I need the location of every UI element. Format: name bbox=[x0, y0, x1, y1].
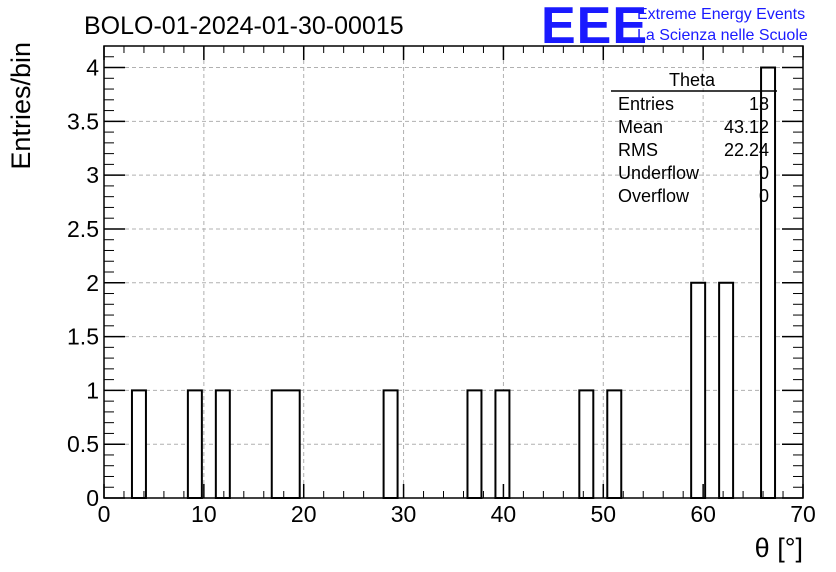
stats-title: Theta bbox=[669, 70, 716, 90]
stats-label: Entries bbox=[618, 94, 674, 114]
grid-layer bbox=[104, 46, 803, 498]
tick-labels-layer: 0 10 20 30 40 50 60 70 0 0.5 1 1.5 2 2.5 3 3.5 4 bbox=[67, 55, 816, 527]
stats-box: Theta Entries 18 Mean 43.12 RMS 22.24 Underflo… bbox=[611, 70, 777, 206]
x-axis-label: θ [°] bbox=[755, 533, 803, 563]
histogram-bar bbox=[494, 389, 511, 499]
y-tick-label: 1 bbox=[86, 377, 99, 403]
stats-value: 0 bbox=[759, 163, 769, 183]
eee-logo-letters: EEE bbox=[541, 0, 648, 55]
eee-logo: EEE Extreme Energy Events La Scienza nel… bbox=[541, 0, 808, 55]
y-tick-label: 2.5 bbox=[67, 216, 99, 242]
y-tick-label: 1.5 bbox=[67, 324, 99, 350]
eee-logo-line1: Extreme Energy Events bbox=[637, 6, 805, 23]
histogram-bar bbox=[466, 389, 483, 499]
histogram-bar bbox=[186, 389, 203, 499]
histogram-bar bbox=[270, 389, 301, 499]
histogram-bar bbox=[690, 281, 707, 499]
histogram-bar bbox=[718, 281, 735, 499]
histogram-bar bbox=[130, 389, 147, 499]
stats-label: Overflow bbox=[618, 186, 690, 206]
x-tick-label: 50 bbox=[590, 501, 616, 527]
stats-label: RMS bbox=[618, 140, 658, 160]
y-tick-label: 0.5 bbox=[67, 431, 99, 457]
y-tick-label: 3 bbox=[86, 162, 99, 188]
x-tick-label: 10 bbox=[191, 501, 217, 527]
x-tick-label: 30 bbox=[391, 501, 417, 527]
y-axis-label: Entries/bin bbox=[6, 42, 36, 170]
eee-logo-line2: La Scienza nelle Scuole bbox=[637, 27, 808, 44]
stats-value: 43.12 bbox=[724, 117, 769, 137]
y-tick-label: 2 bbox=[86, 270, 99, 296]
y-tick-label: 0 bbox=[86, 485, 99, 511]
histogram-bar bbox=[606, 389, 623, 499]
x-tick-label: 70 bbox=[790, 501, 816, 527]
ticks-layer bbox=[103, 45, 804, 499]
histogram-bar bbox=[214, 389, 231, 499]
stats-value: 0 bbox=[759, 186, 769, 206]
x-tick-label: 20 bbox=[291, 501, 317, 527]
x-tick-label: 0 bbox=[98, 501, 111, 527]
histogram-bar bbox=[382, 389, 399, 499]
stats-rows: Entries 18 Mean 43.12 RMS 22.24 Underflow 0 Over… bbox=[618, 94, 769, 206]
histogram-bar bbox=[578, 389, 595, 499]
stats-value: 18 bbox=[749, 94, 769, 114]
stats-value: 22.24 bbox=[724, 140, 769, 160]
x-tick-label: 40 bbox=[491, 501, 517, 527]
stats-label: Underflow bbox=[618, 163, 700, 183]
x-tick-label: 60 bbox=[690, 501, 716, 527]
y-tick-label: 3.5 bbox=[67, 108, 99, 134]
y-tick-label: 4 bbox=[86, 55, 99, 81]
chart-title: BOLO-01-2024-01-30-00015 bbox=[84, 12, 404, 40]
stats-label: Mean bbox=[618, 117, 663, 137]
